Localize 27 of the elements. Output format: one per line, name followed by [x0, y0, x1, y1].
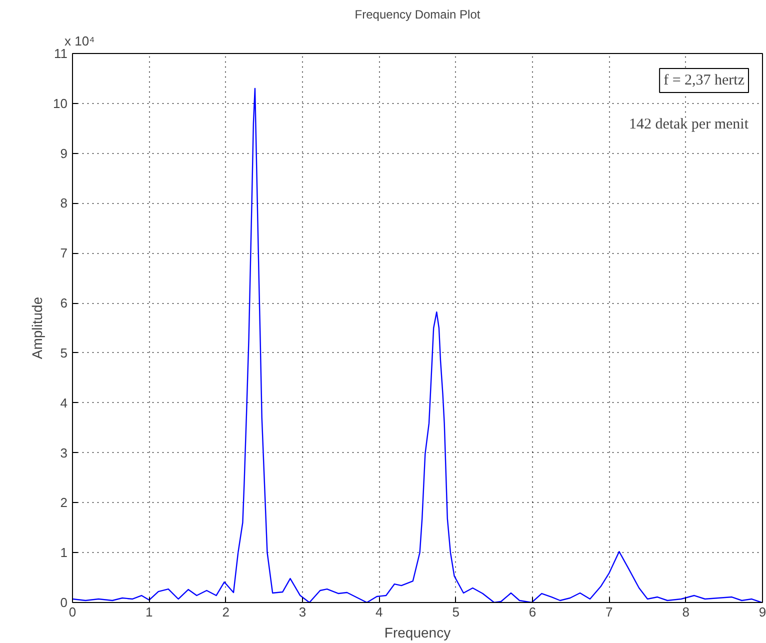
chart-title: Frequency Domain Plot — [354, 8, 481, 22]
y-tick-label: 11 — [54, 46, 68, 61]
y-tick-label: 9 — [60, 146, 68, 161]
x-tick-label: 7 — [606, 604, 613, 620]
y-tick-label: 2 — [60, 495, 68, 510]
annotation: f = 2,37 hertz — [664, 72, 745, 88]
x-tick-label: 6 — [528, 604, 536, 620]
x-axis-title: Frequency — [384, 624, 451, 640]
y-tick-label: 5 — [60, 345, 68, 360]
y-tick-label: 10 — [53, 96, 68, 111]
y-tick-label: 1 — [60, 545, 68, 560]
x-tick-label: 8 — [682, 604, 690, 620]
y-tick-label: 3 — [60, 445, 68, 460]
x-tick-label: 4 — [376, 604, 383, 620]
y-tick-label: 8 — [60, 196, 68, 211]
x-tick-label: 5 — [452, 604, 460, 620]
y-tick-label: 6 — [60, 296, 68, 311]
annotation: 142 detak per menit — [628, 116, 750, 132]
x-tick-label: 3 — [298, 604, 306, 620]
x-tick-label: 1 — [146, 604, 153, 620]
text: x 10⁴ — [64, 34, 95, 48]
x-tick-label: 2 — [222, 604, 230, 620]
x-tick-label: 9 — [758, 604, 766, 620]
y-axis-title: Amplitude — [29, 296, 46, 360]
y-tick-label: 4 — [60, 395, 68, 410]
y-tick-label: 0 — [60, 595, 68, 610]
y-tick-label: 7 — [60, 246, 68, 261]
